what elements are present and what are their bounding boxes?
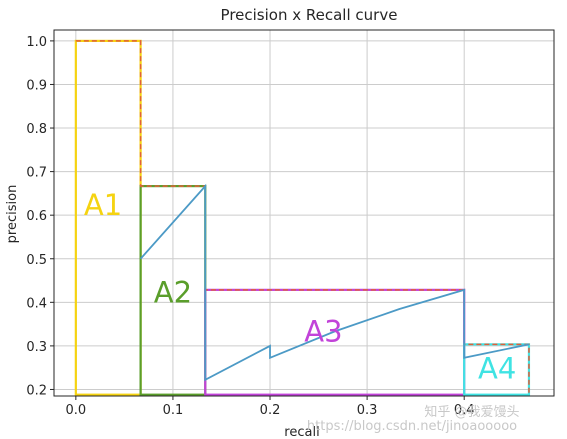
area-regions: [74, 39, 531, 396]
region-labels: A1 A2 A3 A4: [84, 188, 516, 385]
axis-ticks: 0.0 0.1 0.2 0.3 0.4 0.2 0.3 0.4 0.5 0.6 0.7 0.8 0.9 1…: [26, 35, 474, 418]
y-tick-label: 1.0: [26, 35, 47, 50]
watermark-text: 知乎 @我爱馒头: [424, 404, 519, 420]
y-tick-label: 0.5: [26, 253, 47, 268]
precision-recall-series: [139, 183, 530, 382]
y-tick-label: 0.4: [26, 296, 47, 311]
x-tick-label: 0.3: [357, 403, 378, 418]
y-tick-label: 0.9: [26, 78, 47, 93]
region-label-a4: A4: [478, 352, 516, 386]
y-tick-label: 0.6: [26, 209, 47, 224]
watermark-url: https://blog.csdn.net/jinoaooooo: [307, 419, 517, 434]
x-tick-label: 0.0: [66, 403, 87, 418]
x-axis-label: recall: [284, 425, 319, 439]
interpolated-curve: [75, 40, 530, 395]
x-tick-label: 0.4: [454, 403, 475, 418]
x-tick-label: 0.2: [260, 403, 281, 418]
y-tick-label: 0.8: [26, 122, 47, 137]
plot-frame: [53, 29, 555, 397]
y-tick-label: 0.7: [26, 166, 47, 181]
region-label-a3: A3: [304, 315, 342, 349]
region-label-a1: A1: [84, 188, 122, 222]
y-tick-label: 0.3: [26, 340, 47, 355]
interpolated-precision-line: [75, 40, 530, 395]
precision-recall-line: [139, 183, 530, 382]
x-tick-label: 0.1: [163, 403, 184, 418]
chart-title: Precision x Recall curve: [221, 6, 398, 24]
grid-lines: [54, 30, 554, 396]
y-tick-label: 0.2: [26, 383, 47, 398]
y-axis-label: precision: [5, 185, 20, 244]
region-label-a2: A2: [154, 275, 192, 309]
